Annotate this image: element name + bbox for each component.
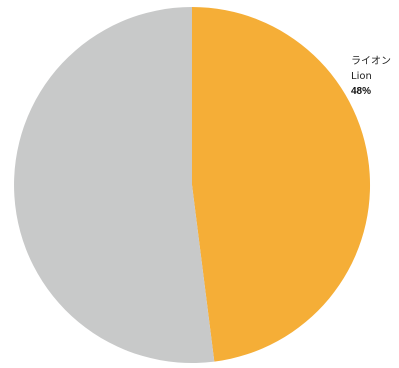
pie-slice-other-1	[14, 7, 215, 363]
slice-label-ja: ライオン	[351, 55, 391, 67]
slice-label-en: Lion	[351, 71, 372, 82]
pie-slice-lion	[192, 6, 371, 362]
pie-labels: ライオン Lion 48%	[351, 55, 391, 97]
pie-slices	[14, 6, 371, 363]
slice-value-label: 48%	[351, 86, 371, 97]
